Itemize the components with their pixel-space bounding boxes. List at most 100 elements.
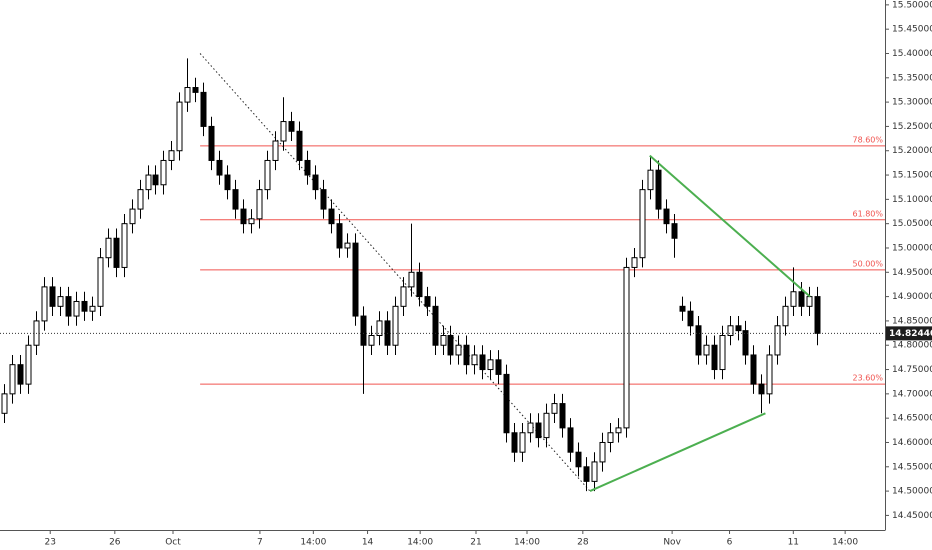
candle-body: [192, 87, 199, 93]
y-tick-label: 14.85000: [892, 316, 932, 326]
candle-body: [368, 335, 375, 346]
candle-body: [408, 271, 415, 288]
x-tick-label: 14:00: [407, 538, 433, 548]
candle-body: [248, 218, 255, 225]
candle-body: [806, 296, 813, 307]
candle-body: [687, 310, 694, 327]
candle-body: [671, 223, 678, 239]
candle-body: [463, 344, 470, 366]
candle-body: [535, 422, 542, 439]
candle-body: [129, 208, 136, 225]
candle-body: [256, 189, 263, 220]
candle-body: [711, 344, 718, 371]
fib-label: 50.00%: [852, 259, 883, 268]
candle-body: [184, 87, 191, 103]
candle-body: [719, 335, 726, 371]
y-tick-label: 15.00000: [892, 243, 932, 253]
candle-body: [89, 305, 96, 312]
candle-body: [65, 296, 72, 317]
candle-body: [655, 169, 662, 210]
candle-body: [511, 432, 518, 453]
y-tick-label: 14.60000: [892, 438, 932, 448]
y-tick-label: 14.90000: [892, 292, 932, 302]
candle-body: [575, 451, 582, 468]
candle-body: [320, 189, 327, 210]
trend-line: [649, 154, 811, 298]
y-tick-label: 15.15000: [892, 171, 932, 181]
candle-body: [336, 223, 343, 249]
candle-body: [495, 359, 502, 375]
candle-body: [376, 320, 383, 337]
x-tick-label: 6: [727, 538, 733, 548]
y-tick-label: 14.50000: [892, 487, 932, 497]
candle-body: [9, 364, 16, 395]
candle-body: [113, 237, 120, 268]
candle-body: [392, 305, 399, 346]
candle-body: [160, 159, 167, 186]
candle-body: [742, 330, 749, 356]
candle-body: [224, 174, 231, 191]
candle-body: [360, 315, 367, 346]
candle-body: [735, 325, 742, 332]
candle-body: [527, 422, 534, 434]
candle-body: [328, 208, 335, 225]
candle-body: [41, 286, 48, 322]
x-tick-label: 14:00: [832, 538, 858, 548]
candle-body: [168, 150, 175, 161]
candle-body: [766, 354, 773, 395]
candle-body: [176, 101, 183, 152]
candle-body: [447, 335, 454, 356]
candle-body: [519, 432, 526, 453]
candle-body: [798, 291, 805, 307]
candle-body: [432, 305, 439, 346]
x-tick-label: 14:00: [514, 538, 540, 548]
y-tick-label: 14.55000: [892, 462, 932, 472]
y-tick-label: 15.45000: [892, 25, 932, 35]
candle-body: [647, 169, 654, 191]
y-tick-label: 15.35000: [892, 73, 932, 83]
y-tick-label: 14.45000: [892, 511, 932, 521]
candle-body: [750, 354, 757, 385]
last-price-label: 14.82440: [889, 329, 932, 339]
x-tick-label: 11: [788, 538, 799, 548]
candle-body: [607, 432, 614, 443]
y-tick-label: 15.40000: [892, 49, 932, 59]
candle-body: [272, 140, 279, 161]
x-tick-label: 28: [577, 538, 589, 548]
candle-body: [591, 461, 598, 482]
candle-body: [440, 335, 447, 346]
x-tick-label: 21: [470, 538, 481, 548]
candle-body: [758, 383, 765, 395]
candle-body: [695, 325, 702, 356]
candle-body: [424, 296, 431, 307]
candle-body: [216, 159, 223, 176]
y-tick-label: 14.80000: [892, 341, 932, 351]
candle-body: [240, 208, 247, 225]
x-tick-label: 14: [362, 538, 374, 548]
candle-body: [503, 373, 510, 434]
candle-body: [487, 359, 494, 371]
y-tick-label: 14.70000: [892, 389, 932, 399]
candle-body: [400, 286, 407, 307]
candle-body: [471, 354, 478, 366]
trend-line: [589, 412, 766, 493]
candle-body: [344, 242, 351, 249]
candle-body: [49, 286, 56, 307]
candle-body: [264, 159, 271, 191]
candle-body: [551, 403, 558, 414]
fib-anchor-line: [199, 53, 591, 492]
candle-body: [97, 257, 104, 307]
candle-body: [208, 125, 215, 161]
y-tick-label: 15.10000: [892, 195, 932, 205]
candle-body: [288, 121, 295, 132]
candle-body: [352, 242, 359, 317]
y-tick-label: 15.05000: [892, 219, 932, 229]
candle-body: [105, 237, 112, 259]
x-tick-label: Nov: [663, 538, 681, 548]
candle-body: [304, 159, 311, 176]
candle-body: [790, 291, 797, 307]
candle-body: [25, 344, 32, 385]
candle-body: [599, 441, 606, 463]
candle-body: [1, 393, 8, 414]
